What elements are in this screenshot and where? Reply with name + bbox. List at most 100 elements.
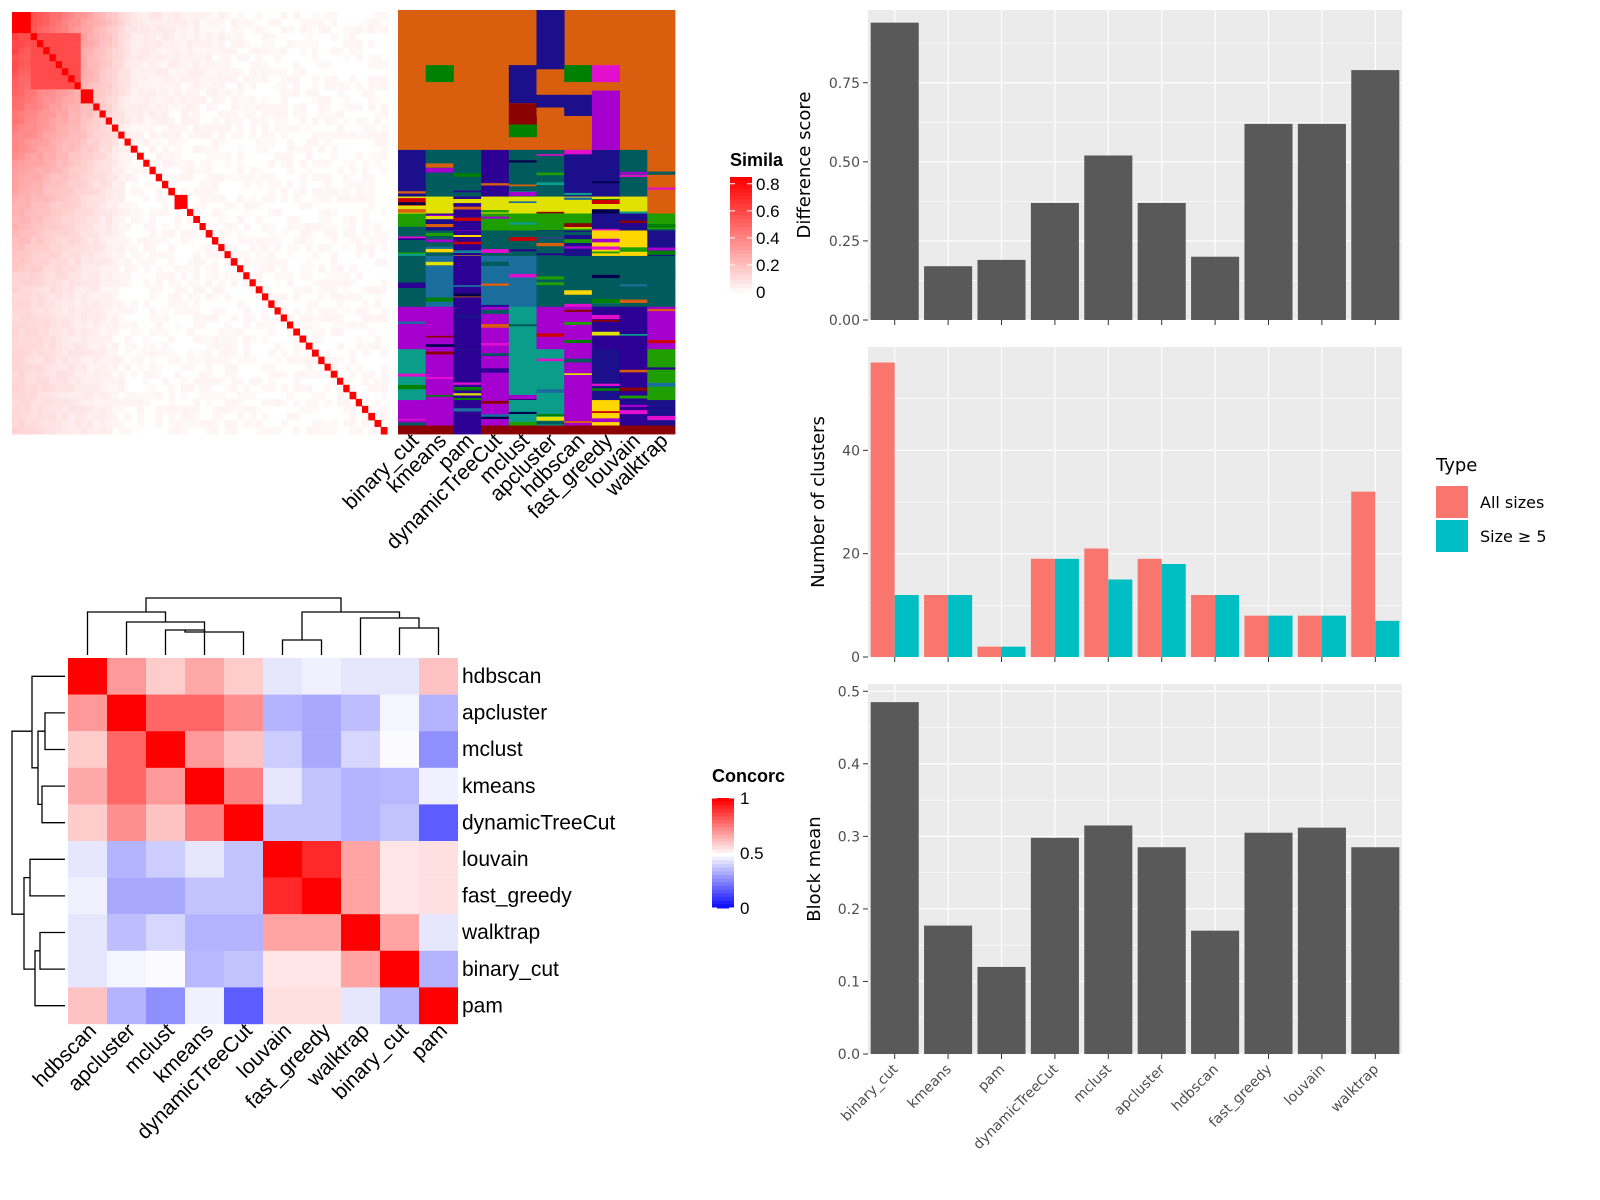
similarity-cell <box>230 314 238 322</box>
similarity-cell <box>155 96 163 104</box>
similarity-cell <box>93 68 100 76</box>
assignment-stripe <box>564 226 593 229</box>
similarity-cell <box>205 47 213 55</box>
similarity-cell <box>305 40 313 48</box>
similarity-cell <box>49 19 57 27</box>
similarity-cell <box>118 47 125 55</box>
assignment-stripe <box>481 249 510 253</box>
similarity-cell <box>230 131 238 140</box>
similarity-cell <box>87 314 94 322</box>
similarity-cell <box>318 61 325 69</box>
similarity-cell <box>268 131 275 140</box>
similarity-cell <box>262 244 269 252</box>
assignment-stripe <box>398 252 427 255</box>
similarity-cell <box>299 237 307 245</box>
similarity-cell <box>37 96 44 104</box>
similarity-cell <box>74 286 82 294</box>
similarity-cell <box>293 215 300 224</box>
concordance-cell <box>302 987 341 1025</box>
similarity-cell <box>112 166 119 175</box>
similarity-cell <box>37 377 44 386</box>
similarity-cell <box>62 33 69 41</box>
similarity-cell <box>262 321 269 329</box>
similarity-cell <box>68 237 75 245</box>
similarity-cell <box>205 426 213 435</box>
similarity-cell <box>112 19 119 27</box>
similarity-cell <box>337 272 344 280</box>
similarity-cell <box>124 75 132 83</box>
similarity-cell <box>93 370 100 379</box>
similarity-cell <box>105 19 113 27</box>
similarity-cell <box>337 110 344 118</box>
y-tick-label: 0.50 <box>829 155 860 171</box>
similarity-cell <box>205 145 213 154</box>
similarity-cell <box>187 40 194 48</box>
similarity-cell <box>124 138 132 147</box>
similarity-cell <box>305 124 313 133</box>
assignment-cell <box>647 10 676 151</box>
similarity-cell <box>180 201 188 210</box>
assignment-stripe <box>481 216 510 219</box>
similarity-cell <box>218 307 225 315</box>
similarity-cell <box>312 54 319 62</box>
similarity-cell <box>318 173 325 182</box>
legend-gradient-step <box>730 230 752 235</box>
similarity-cell <box>224 68 232 76</box>
assignment-cell <box>398 425 427 435</box>
similarity-cell <box>18 110 25 118</box>
similarity-cell <box>149 145 157 154</box>
similarity-cell <box>99 75 107 83</box>
similarity-cell <box>374 75 382 83</box>
similarity-cell <box>68 124 75 133</box>
similarity-cell <box>380 363 388 372</box>
similarity-cell <box>368 96 375 104</box>
assignment-stripe <box>481 414 510 419</box>
similarity-cell <box>80 89 88 97</box>
similarity-cell <box>112 286 119 294</box>
similarity-cell <box>193 398 200 407</box>
similarity-cell <box>24 223 32 231</box>
similarity-cell <box>318 159 325 168</box>
similarity-cell <box>274 19 282 27</box>
assignment-stripe <box>481 368 510 373</box>
concordance-cell <box>68 658 107 695</box>
similarity-cell <box>230 363 238 372</box>
similarity-cell <box>374 237 382 245</box>
similarity-cell <box>68 272 75 280</box>
concordance-cell <box>224 841 263 878</box>
similarity-cell <box>168 391 175 400</box>
similarity-cell <box>380 124 388 133</box>
similarity-cell <box>212 286 219 294</box>
assignment-stripe <box>536 333 565 337</box>
similarity-cell <box>49 300 57 308</box>
similarity-cell <box>362 244 369 252</box>
assignment-cell <box>481 400 510 426</box>
similarity-cell <box>287 180 294 189</box>
row-label: apcluster <box>462 702 547 725</box>
similarity-cell <box>37 300 44 308</box>
similarity-cell <box>193 405 200 414</box>
similarity-cell <box>68 131 75 140</box>
similarity-cell <box>212 293 219 301</box>
similarity-cell <box>337 300 344 308</box>
similarity-cell <box>243 208 250 217</box>
similarity-cell <box>268 363 275 372</box>
similarity-cell <box>168 61 175 69</box>
assignment-stripe <box>508 201 537 204</box>
similarity-cell <box>137 208 144 217</box>
similarity-cell <box>218 377 225 386</box>
similarity-cell <box>74 33 82 41</box>
legend-gradient-step <box>730 177 752 182</box>
similarity-cell <box>124 145 132 154</box>
similarity-cell <box>87 384 94 393</box>
similarity-cell <box>187 363 194 372</box>
similarity-cell <box>93 265 100 273</box>
similarity-cell <box>249 61 257 69</box>
similarity-cell <box>112 152 119 161</box>
similarity-cell <box>62 293 69 301</box>
similarity-cell <box>193 314 200 322</box>
concordance-cell <box>419 914 458 951</box>
similarity-cell <box>168 40 175 48</box>
similarity-cell <box>255 180 263 189</box>
legend-gradient-step <box>712 856 734 861</box>
